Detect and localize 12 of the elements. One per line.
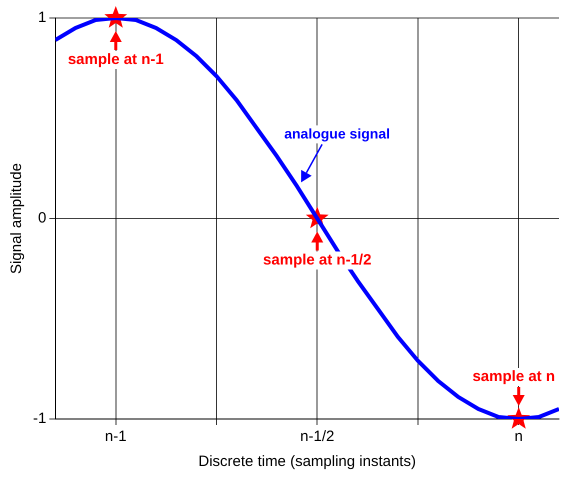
y-tick-label: 1: [38, 9, 46, 26]
annotation: sample at n: [472, 368, 555, 386]
x-tick-label: n-1: [104, 428, 127, 446]
series-label: analogue signal: [284, 125, 390, 142]
y-axis-title: Signal amplitude: [8, 163, 26, 274]
annotation: sample at n-1: [68, 51, 164, 68]
annotation: sample at n-1/2: [263, 252, 372, 269]
x-tick-label: n-1/2: [300, 428, 334, 446]
x-axis-title: Discrete time (sampling instants): [198, 453, 416, 470]
y-tick-label: -1: [32, 410, 46, 428]
y-tick-label: 0: [38, 210, 46, 227]
x-tick-label: n: [514, 428, 523, 446]
